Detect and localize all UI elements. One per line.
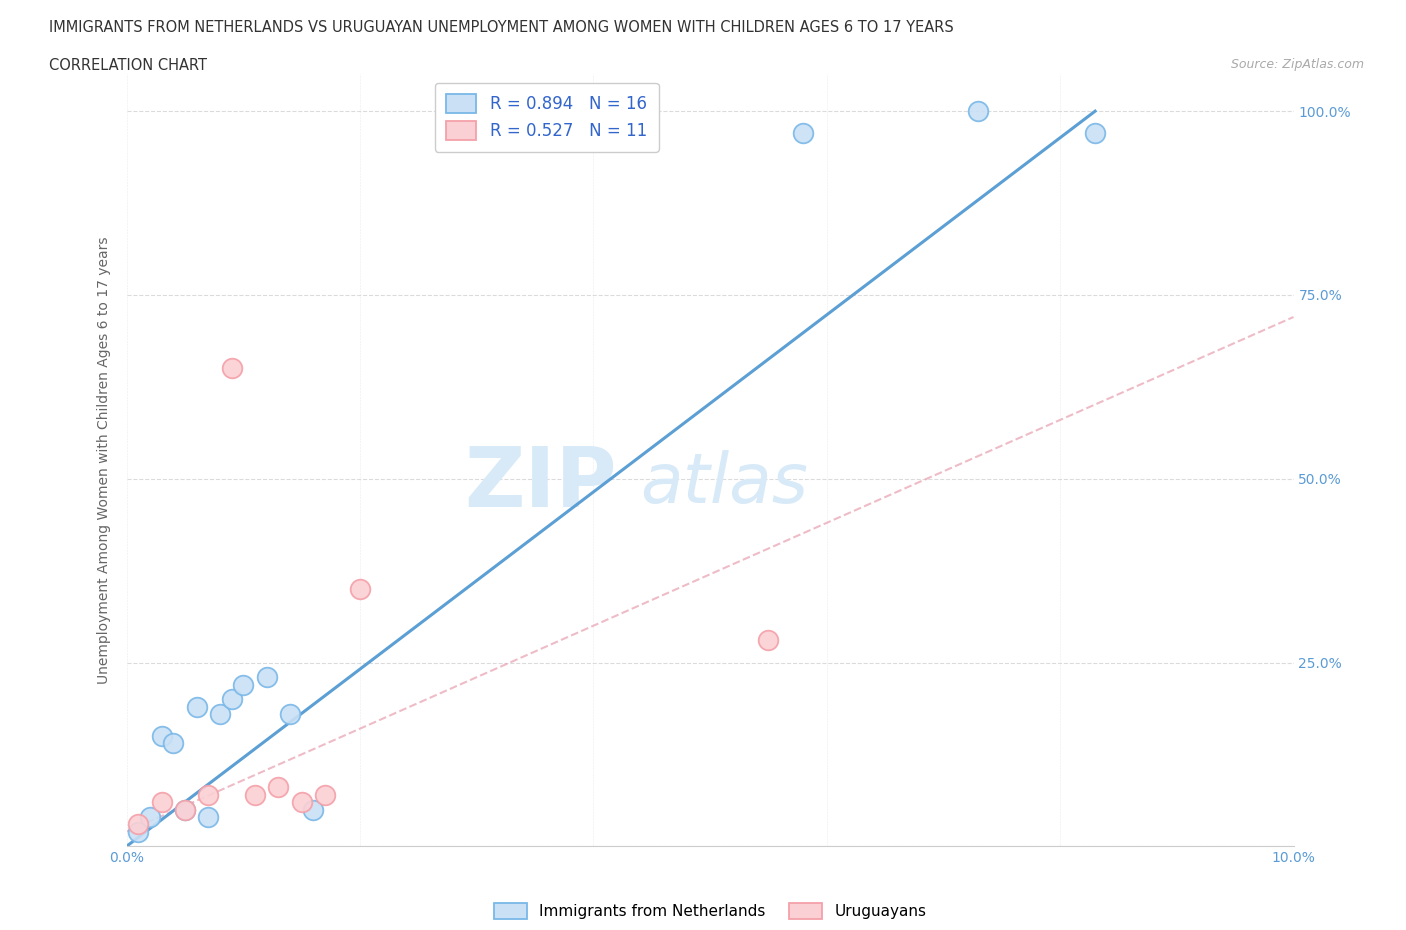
Point [290,795,312,810]
Point [349,581,371,596]
Point [186,699,208,714]
Point [174,802,197,817]
Legend: Immigrants from Netherlands, Uruguayans: Immigrants from Netherlands, Uruguayans [488,897,932,925]
Point [314,788,336,803]
Text: IMMIGRANTS FROM NETHERLANDS VS URUGUAYAN UNEMPLOYMENT AMONG WOMEN WITH CHILDREN : IMMIGRANTS FROM NETHERLANDS VS URUGUAYAN… [49,20,953,35]
Text: Source: ZipAtlas.com: Source: ZipAtlas.com [1230,58,1364,71]
Point [256,670,278,684]
Y-axis label: Unemployment Among Women with Children Ages 6 to 17 years: Unemployment Among Women with Children A… [97,236,111,684]
Point [174,802,197,817]
Point [243,788,266,803]
Point [221,692,243,707]
Point [267,780,290,795]
Point [127,824,149,839]
Point [127,817,149,831]
Point [967,104,990,119]
Point [232,677,254,692]
Point [150,728,173,743]
Point [278,707,301,722]
Text: atlas: atlas [640,450,808,517]
Point [558,126,581,140]
Point [197,788,219,803]
Point [221,361,243,376]
Point [150,795,173,810]
Point [1084,126,1107,140]
Point [792,126,814,140]
Point [197,809,219,824]
Point [208,707,231,722]
Text: CORRELATION CHART: CORRELATION CHART [49,58,207,73]
Point [302,802,325,817]
Point [756,633,779,648]
Point [139,809,162,824]
Text: ZIP: ZIP [464,443,617,524]
Point [162,736,184,751]
